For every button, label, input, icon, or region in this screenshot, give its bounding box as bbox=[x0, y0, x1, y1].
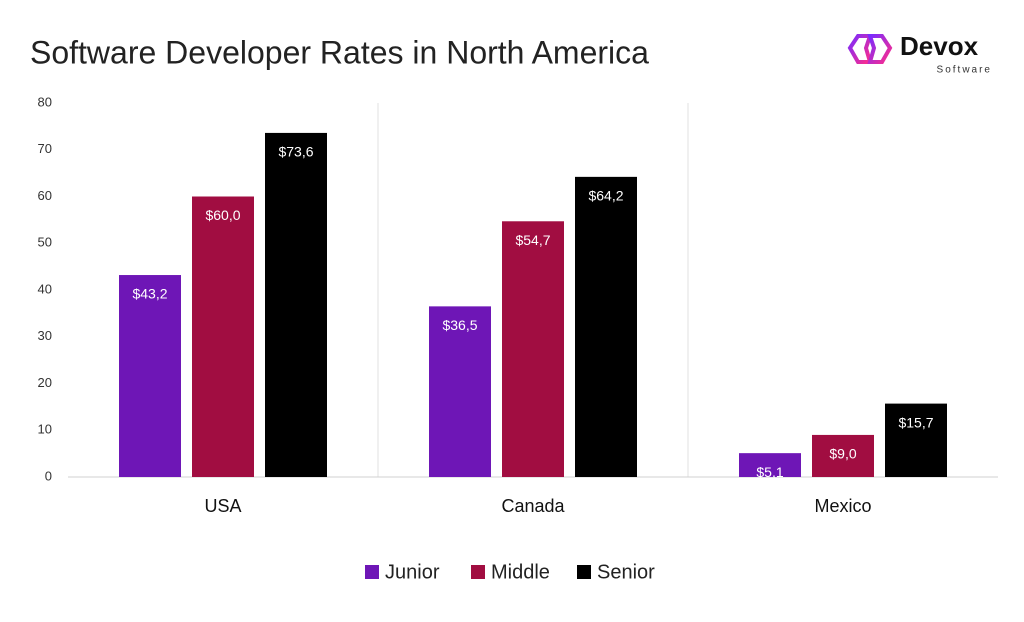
y-tick-label: 20 bbox=[38, 375, 52, 390]
legend-label: Senior bbox=[597, 561, 655, 583]
logo-tagline: Software bbox=[937, 65, 992, 76]
bar bbox=[812, 434, 874, 477]
value-label: $5,1 bbox=[756, 464, 783, 480]
logo-icon bbox=[847, 34, 893, 64]
value-label: $36,5 bbox=[442, 317, 477, 333]
legend-swatch bbox=[471, 565, 485, 579]
legend-swatch bbox=[365, 565, 379, 579]
x-tick-label: Canada bbox=[501, 496, 565, 516]
value-label: $73,6 bbox=[278, 144, 313, 160]
bar bbox=[739, 453, 801, 477]
legend-label: Junior bbox=[385, 561, 440, 583]
y-tick-label: 0 bbox=[45, 468, 52, 483]
legend-swatch bbox=[577, 565, 591, 579]
bar bbox=[119, 275, 181, 477]
y-tick-label: 10 bbox=[38, 422, 52, 437]
y-tick-label: 60 bbox=[38, 188, 52, 203]
value-label: $54,7 bbox=[515, 232, 550, 248]
value-label: $60,0 bbox=[205, 207, 240, 223]
legend-label: Middle bbox=[491, 561, 550, 583]
y-tick-label: 50 bbox=[38, 235, 52, 250]
bar bbox=[192, 196, 254, 477]
y-tick-label: 70 bbox=[38, 141, 52, 156]
bar bbox=[429, 306, 491, 477]
value-label: $15,7 bbox=[898, 414, 933, 430]
value-label: $64,2 bbox=[588, 188, 623, 204]
bar bbox=[575, 176, 637, 478]
x-tick-label: USA bbox=[204, 496, 241, 516]
chart-title: Software Developer Rates in North Americ… bbox=[30, 34, 649, 70]
bar bbox=[502, 221, 564, 477]
bar bbox=[885, 403, 947, 477]
logo-name: Devox bbox=[900, 31, 979, 61]
value-label: $43,2 bbox=[132, 286, 167, 302]
y-tick-label: 80 bbox=[38, 94, 52, 109]
x-tick-label: Mexico bbox=[814, 496, 871, 516]
y-tick-label: 30 bbox=[38, 328, 52, 343]
value-label: $9,0 bbox=[829, 446, 856, 462]
bar bbox=[265, 132, 327, 478]
y-tick-label: 40 bbox=[38, 281, 52, 296]
